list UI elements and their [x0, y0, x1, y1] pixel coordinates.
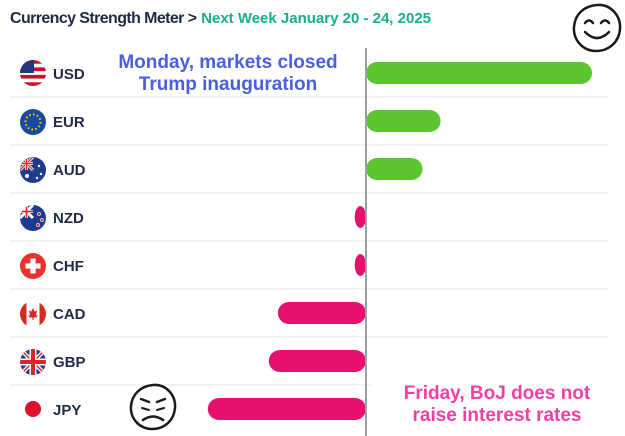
bar-aud — [366, 158, 423, 180]
usd-flag-icon — [20, 60, 46, 86]
bar-usd — [366, 62, 592, 84]
bar-gbp — [268, 350, 366, 372]
currency-label-usd: USD — [53, 66, 85, 83]
monday-annotation: Monday, markets closed Trump inauguratio… — [92, 52, 364, 96]
friday-annotation: Friday, BoJ does not raise interest rate… — [372, 383, 622, 427]
bars — [207, 62, 592, 420]
currency-label-nzd: NZD — [53, 210, 84, 227]
currency-label-aud: AUD — [53, 162, 86, 179]
currency-label-gbp: GBP — [53, 354, 86, 371]
bar-nzd — [354, 206, 366, 228]
bar-cad — [277, 302, 366, 324]
bar-chf — [354, 254, 366, 276]
gbp-flag-icon — [20, 349, 46, 375]
sad-face-icon — [129, 383, 177, 431]
friday-annotation-line-2: raise interest rates — [412, 405, 582, 426]
chart-title: Currency Strength Meter — [10, 10, 184, 27]
currency-label-eur: EUR — [53, 114, 85, 131]
aud-flag-icon — [20, 157, 46, 183]
monday-annotation-line-1: Monday, markets closed — [118, 52, 338, 73]
chart-subtitle: Next Week January 20 - 24, 2025 — [201, 10, 432, 27]
jpy-flag-icon — [25, 401, 41, 417]
chart-header: Currency Strength Meter > Next Week Januar… — [10, 10, 431, 28]
bar-eur — [366, 110, 441, 132]
friday-annotation-line-1: Friday, BoJ does not — [403, 383, 591, 404]
cad-flag-icon — [20, 301, 46, 327]
chf-flag-icon — [20, 253, 46, 279]
monday-annotation-line-2: Trump inauguration — [138, 74, 318, 95]
nzd-flag-icon — [20, 205, 46, 231]
eur-flag-icon — [20, 109, 46, 135]
bar-jpy — [207, 398, 366, 420]
title-separator: > — [187, 10, 198, 27]
currency-label-jpy: JPY — [53, 402, 81, 419]
smiley-face-icon — [572, 3, 622, 53]
currency-label-chf: CHF — [53, 258, 84, 275]
grid-lines — [10, 96, 608, 386]
currency-labels: USD EUR AUD NZD CHF CAD GBP JPY — [53, 66, 86, 419]
currency-label-cad: CAD — [53, 306, 86, 323]
